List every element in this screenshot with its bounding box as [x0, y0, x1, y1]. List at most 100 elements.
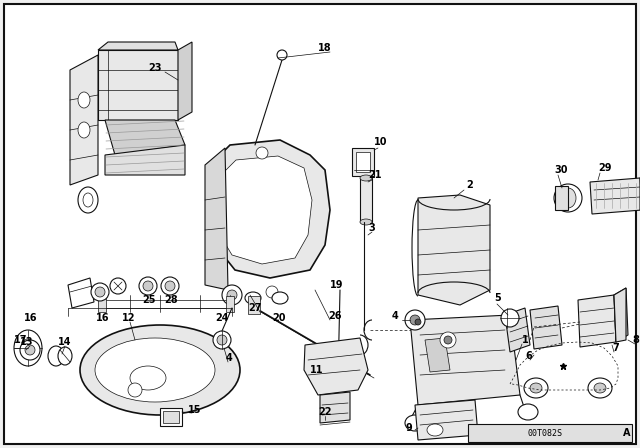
Ellipse shape [560, 188, 576, 208]
Text: 00T082S: 00T082S [527, 428, 563, 438]
Bar [360, 178, 372, 222]
Text: 3: 3 [368, 223, 375, 233]
Polygon shape [98, 50, 178, 120]
Text: 16: 16 [24, 313, 38, 323]
Ellipse shape [25, 345, 35, 355]
Ellipse shape [139, 277, 157, 295]
Text: 4: 4 [226, 353, 233, 363]
Polygon shape [68, 278, 94, 308]
Bar [160, 408, 182, 426]
Bar [98, 296, 106, 312]
Polygon shape [178, 42, 192, 120]
Text: 9: 9 [405, 423, 412, 433]
Polygon shape [505, 308, 530, 352]
Ellipse shape [360, 219, 372, 225]
Ellipse shape [410, 315, 420, 325]
Bar [352, 148, 374, 176]
Ellipse shape [130, 366, 166, 390]
Text: 30: 30 [554, 165, 568, 175]
Ellipse shape [58, 347, 72, 365]
Ellipse shape [444, 336, 452, 344]
Bar [555, 186, 568, 210]
Polygon shape [210, 140, 330, 278]
Ellipse shape [266, 286, 278, 298]
Text: 24: 24 [215, 313, 228, 323]
Text: 12: 12 [122, 313, 136, 323]
Text: 26: 26 [328, 311, 342, 321]
Polygon shape [415, 400, 478, 440]
Ellipse shape [128, 383, 142, 397]
Polygon shape [220, 156, 312, 264]
Text: 11: 11 [310, 365, 323, 375]
Ellipse shape [110, 278, 126, 294]
Ellipse shape [427, 424, 443, 436]
Polygon shape [98, 42, 178, 50]
Ellipse shape [78, 92, 90, 108]
Ellipse shape [91, 283, 109, 301]
Ellipse shape [217, 335, 227, 345]
Text: 13: 13 [20, 337, 33, 347]
Text: A: A [623, 428, 631, 438]
Ellipse shape [213, 331, 231, 349]
Ellipse shape [80, 325, 240, 415]
Ellipse shape [594, 383, 606, 393]
Ellipse shape [588, 378, 612, 398]
Ellipse shape [405, 415, 425, 431]
Ellipse shape [21, 339, 35, 357]
Ellipse shape [161, 277, 179, 295]
Polygon shape [614, 288, 628, 342]
Text: 23: 23 [148, 63, 161, 73]
Polygon shape [614, 288, 626, 342]
Polygon shape [205, 148, 228, 290]
Text: 25: 25 [142, 295, 156, 305]
Ellipse shape [415, 319, 421, 325]
Polygon shape [105, 120, 185, 155]
Polygon shape [418, 195, 490, 305]
Text: 8: 8 [632, 335, 639, 345]
Polygon shape [105, 145, 185, 175]
Polygon shape [410, 315, 520, 405]
Text: 17: 17 [14, 335, 28, 345]
Ellipse shape [501, 309, 519, 327]
Text: 20: 20 [272, 313, 285, 323]
Text: 5: 5 [494, 293, 500, 303]
Bar [468, 424, 632, 442]
Polygon shape [530, 306, 562, 349]
Ellipse shape [14, 330, 42, 366]
Ellipse shape [256, 147, 268, 159]
Bar [248, 296, 260, 314]
Polygon shape [70, 55, 98, 185]
Ellipse shape [530, 383, 542, 393]
Text: 19: 19 [330, 280, 344, 290]
Text: 15: 15 [188, 405, 202, 415]
Ellipse shape [524, 378, 548, 398]
Ellipse shape [222, 285, 242, 305]
Ellipse shape [143, 281, 153, 291]
Ellipse shape [405, 310, 425, 330]
Text: 18: 18 [318, 43, 332, 53]
Ellipse shape [95, 287, 105, 297]
Text: 29: 29 [598, 163, 611, 173]
Ellipse shape [440, 332, 456, 348]
Ellipse shape [78, 187, 98, 213]
Ellipse shape [554, 184, 582, 212]
Bar [226, 296, 234, 312]
Ellipse shape [48, 346, 64, 366]
Polygon shape [590, 178, 640, 214]
Text: 22: 22 [318, 407, 332, 417]
Text: 27: 27 [248, 303, 262, 313]
Ellipse shape [277, 50, 287, 60]
Ellipse shape [227, 290, 237, 300]
Text: 7: 7 [612, 343, 619, 353]
Ellipse shape [20, 340, 40, 360]
Ellipse shape [272, 292, 288, 304]
Bar [163, 411, 179, 423]
Bar [356, 152, 370, 172]
Text: 10: 10 [374, 137, 387, 147]
Text: 21: 21 [368, 170, 381, 180]
Polygon shape [320, 392, 350, 423]
Polygon shape [578, 295, 616, 347]
Polygon shape [425, 338, 450, 372]
Polygon shape [304, 338, 368, 395]
Ellipse shape [95, 338, 215, 402]
